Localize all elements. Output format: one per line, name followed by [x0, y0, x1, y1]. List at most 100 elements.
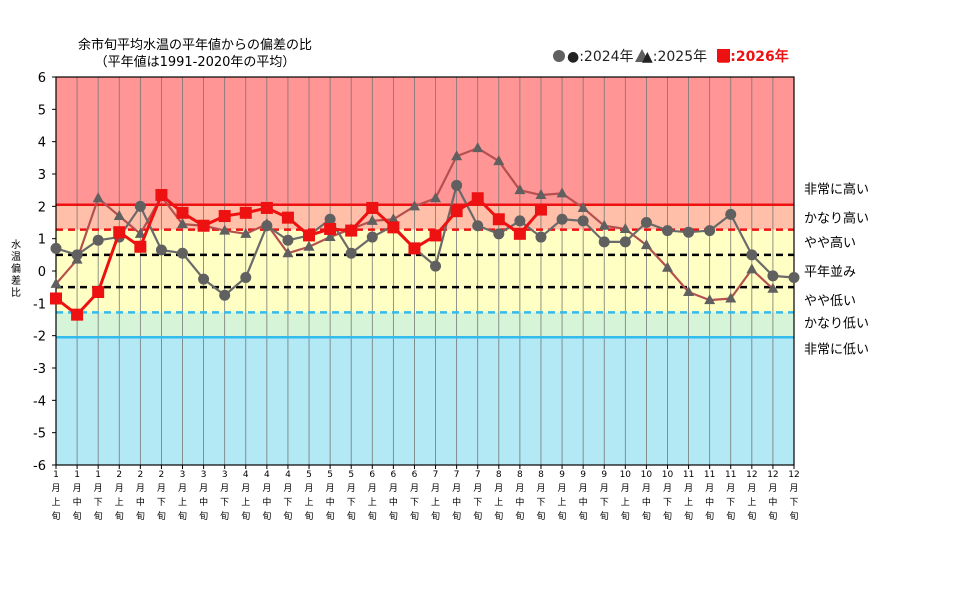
x-tick-label: 旬 [452, 510, 461, 522]
x-tick-label: 旬 [684, 510, 693, 522]
x-tick-label: 下 [726, 498, 735, 508]
data-point-2025 [113, 210, 125, 221]
x-tick-label: 旬 [663, 510, 672, 522]
x-tick-label: 2 [116, 470, 122, 480]
x-tick-label: 2 [137, 470, 143, 480]
data-point-2025 [598, 219, 610, 230]
x-tick-label: 8 [517, 470, 523, 480]
x-tick-label: 5 [306, 470, 312, 480]
data-point-2024 [577, 215, 589, 227]
x-tick-label: 中 [136, 496, 145, 508]
x-axis-ticks: 1 月上旬 1 月中旬 1 月下旬 2 月上旬 2 月中旬 2 月下旬 3 月上旬 3 月中旬 3 月下旬 4 月上旬… [51, 465, 800, 522]
x-tick-label: 7 [475, 470, 481, 480]
data-point-2024 [155, 244, 167, 256]
x-tick-label: 旬 [431, 510, 440, 522]
data-point-2025 [366, 214, 378, 225]
data-point-2024 [430, 260, 442, 272]
legend-label-2025: ▲:2025年 [642, 49, 707, 65]
data-point-2025 [134, 227, 146, 238]
x-tick-label: 上 [305, 497, 314, 508]
data-point-2026 [281, 211, 294, 224]
x-tick-label: 旬 [726, 510, 735, 522]
x-tick-label: 旬 [283, 510, 292, 522]
data-point-2025 [408, 200, 420, 211]
x-tick-label: 中 [73, 496, 82, 508]
x-tick-label: 旬 [473, 510, 482, 522]
x-tick-label: 上 [51, 497, 60, 508]
band-6 [56, 337, 794, 465]
data-point-2025 [177, 218, 189, 229]
data-point-2024 [282, 234, 294, 246]
x-tick-label: 5 [327, 470, 333, 480]
data-point-2026 [345, 224, 358, 237]
data-point-2024 [134, 200, 146, 212]
y-axis-label-char: 比 [11, 287, 21, 299]
x-tick-label: 旬 [642, 510, 651, 522]
x-tick-label: 旬 [94, 510, 103, 522]
x-tick-label: 中 [262, 496, 271, 508]
x-tick-label: 月 [262, 483, 271, 494]
data-point-2026 [450, 205, 463, 218]
data-point-2025 [619, 222, 631, 233]
y-tick-label: -6 [33, 459, 46, 474]
data-point-2025 [240, 227, 252, 238]
x-tick-label: 7 [454, 470, 460, 480]
data-point-2024 [219, 289, 231, 301]
data-point-2025 [451, 150, 463, 161]
data-point-2025 [387, 213, 399, 224]
data-point-2024 [451, 179, 463, 191]
data-point-2024 [767, 270, 779, 282]
x-tick-label: 旬 [494, 510, 503, 522]
x-tick-label: 月 [536, 483, 545, 494]
x-tick-label: 下 [600, 498, 609, 508]
x-tick-label: 月 [73, 483, 82, 494]
band-label: かなり高い [804, 211, 869, 227]
x-tick-label: 旬 [621, 510, 630, 522]
y-tick-label: -4 [33, 394, 46, 409]
legend-square-marker [717, 49, 730, 62]
data-point-2026 [176, 206, 189, 219]
x-tick-label: 旬 [747, 510, 756, 522]
x-tick-label: 3 [180, 470, 186, 480]
data-point-2025 [324, 231, 336, 242]
y-axis-label-char: 温 [11, 251, 21, 263]
band-3 [56, 254, 794, 288]
x-tick-label: 1 [74, 470, 80, 480]
band-label: 非常に高い [804, 182, 869, 198]
band-label: かなり低い [804, 317, 869, 332]
data-point-2024 [50, 242, 62, 254]
x-tick-label: 月 [389, 483, 398, 494]
x-tick-label: 月 [178, 483, 187, 494]
x-tick-label: 旬 [199, 510, 208, 522]
x-tick-label: 下 [473, 498, 482, 508]
x-tick-label: 旬 [768, 510, 777, 522]
data-point-2024 [535, 231, 547, 243]
data-point-2026 [50, 292, 62, 305]
x-tick-label: 月 [368, 483, 377, 494]
x-tick-label: 月 [115, 483, 124, 494]
x-tick-label: 上 [558, 497, 567, 508]
band-4 [56, 287, 794, 313]
y-tick-label: 3 [38, 168, 46, 183]
x-tick-label: 月 [94, 483, 103, 494]
x-tick-label: 中 [515, 496, 524, 508]
x-tick-label: 3 [222, 470, 228, 480]
data-point-2024 [92, 234, 104, 246]
y-tick-label: 0 [38, 265, 46, 280]
legend-item-2025: ▲:2025年 [635, 49, 707, 65]
x-tick-label: 上 [178, 497, 187, 508]
x-tick-label: 月 [684, 483, 693, 494]
x-tick-label: 旬 [705, 510, 714, 522]
data-point-2025 [683, 286, 695, 297]
x-tick-label: 8 [538, 470, 544, 480]
y-axis-label-char: 水 [11, 239, 21, 251]
band-1 [56, 204, 794, 230]
x-tick-label: 旬 [157, 510, 166, 522]
data-point-2024 [71, 249, 83, 261]
x-tick-label: 月 [326, 483, 335, 494]
x-tick-label: 旬 [515, 510, 524, 522]
data-point-2024 [493, 228, 505, 240]
y-axis-label-char: 差 [11, 274, 21, 287]
